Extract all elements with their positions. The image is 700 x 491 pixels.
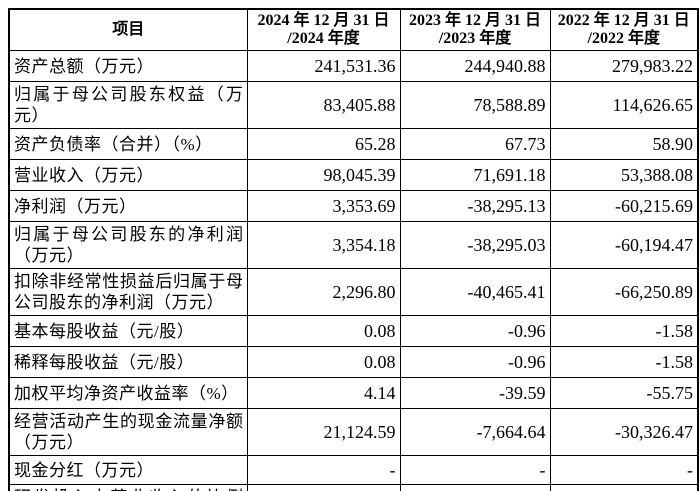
table-row: 现金分红（万元） - - - (8, 455, 699, 485)
row-label: 经营活动产生的现金流量净额（万元） (8, 408, 248, 456)
header-cell-period-2024: 2024 年 12 月 31 日 /2024 年度 (246, 8, 401, 51)
row-label: 稀释每股收益（元/股） (8, 346, 248, 378)
row-value: 0.08 (246, 346, 401, 378)
header-period-line1: 2024 年 12 月 31 日 (257, 12, 390, 29)
header-period-line2: /2023 年度 (438, 30, 512, 47)
row-value: -60,215.69 (549, 190, 699, 222)
table-row: 加权平均净资产收益率（%） 4.14 -39.59 -55.75 (8, 377, 699, 409)
row-value: -0.96 (399, 346, 551, 378)
row-value: 71,691.18 (399, 159, 551, 191)
row-value: 83,405.88 (246, 81, 401, 129)
table-row: 净利润（万元） 3,353.69 -38,295.13 -60,215.69 (8, 190, 699, 222)
row-label: 归属于母公司股东权益（万元） (8, 81, 248, 129)
table-row: 扣除非经常性损益后归属于母公司股东的净利润（万元） 2,296.80 -40,4… (8, 268, 699, 316)
row-value: 0.08 (246, 315, 401, 347)
table-row: 资产负债率（合并）（%） 65.28 67.73 58.90 (8, 128, 699, 160)
row-value: 114,626.65 (549, 81, 699, 129)
header-row: 项目 2024 年 12 月 31 日 /2024 年度 2023 年 12 月… (8, 8, 699, 51)
row-value: - (399, 455, 551, 485)
header-period-line2: /2022 年度 (587, 30, 660, 47)
table-row: 归属于母公司股东的净利润（万元） 3,354.18 -38,295.03 -60… (8, 221, 699, 269)
table-row: 资产总额（万元） 241,531.36 244,940.88 279,983.2… (8, 50, 699, 82)
header-cell-period-2023: 2023 年 12 月 31 日 /2023 年度 (399, 8, 551, 51)
row-value: -0.96 (399, 315, 551, 347)
row-value: - (246, 455, 401, 485)
table-row: 经营活动产生的现金流量净额（万元） 21,124.59 -7,664.64 -3… (8, 408, 699, 456)
header-period-line1: 2022 年 12 月 31 日 (557, 12, 690, 29)
row-value: 78,588.89 (399, 81, 551, 129)
row-value: -55.75 (549, 377, 699, 409)
row-value: -40,465.41 (399, 268, 551, 316)
row-value: 279,983.22 (549, 50, 699, 82)
row-label: 研发投入占营业收入的比例（%） (8, 484, 248, 491)
table-row: 营业收入（万元） 98,045.39 71,691.18 53,388.08 (8, 159, 699, 191)
header-period-line1: 2023 年 12 月 31 日 (408, 12, 541, 29)
row-value: -38,295.03 (399, 221, 551, 269)
row-label: 加权平均净资产收益率（%） (8, 377, 248, 409)
table-row: 归属于母公司股东权益（万元） 83,405.88 78,588.89 114,6… (8, 81, 699, 129)
row-value: 241,531.36 (246, 50, 401, 82)
row-value: 21,124.59 (246, 408, 401, 456)
row-label: 营业收入（万元） (8, 159, 248, 191)
row-value: -39.59 (399, 377, 551, 409)
row-value: 58.90 (549, 128, 699, 160)
row-label: 扣除非经常性损益后归属于母公司股东的净利润（万元） (8, 268, 248, 316)
row-value: 98,045.39 (246, 159, 401, 191)
row-value: 3,354.18 (246, 221, 401, 269)
row-value: 3,353.69 (246, 190, 401, 222)
row-value: -60,194.47 (549, 221, 699, 269)
row-value: 66.17 (399, 484, 551, 491)
row-label: 资产总额（万元） (8, 50, 248, 82)
table-row: 基本每股收益（元/股） 0.08 -0.96 -1.58 (8, 315, 699, 347)
row-label: 基本每股收益（元/股） (8, 315, 248, 347)
row-value: 65.28 (246, 128, 401, 160)
header-cell-item: 项目 (8, 8, 248, 51)
row-value: -1.58 (549, 315, 699, 347)
header-period-line2: /2024 年度 (287, 30, 360, 47)
row-value: 33.04 (246, 484, 401, 491)
header-cell-period-2022: 2022 年 12 月 31 日 /2022 年度 (549, 8, 699, 51)
row-value: 130.96 (549, 484, 699, 491)
row-value: 4.14 (246, 377, 401, 409)
financial-summary-table: 项目 2024 年 12 月 31 日 /2024 年度 2023 年 12 月… (8, 8, 699, 491)
row-label: 资产负债率（合并）（%） (8, 128, 248, 160)
row-label: 净利润（万元） (8, 190, 248, 222)
row-value: -30,326.47 (549, 408, 699, 456)
row-label: 归属于母公司股东的净利润（万元） (8, 221, 248, 269)
row-value: 53,388.08 (549, 159, 699, 191)
row-value: 67.73 (399, 128, 551, 160)
row-value: - (549, 455, 699, 485)
row-value: -66,250.89 (549, 268, 699, 316)
row-value: 244,940.88 (399, 50, 551, 82)
table-row: 研发投入占营业收入的比例（%） 33.04 66.17 130.96 (8, 484, 699, 491)
row-value: -7,664.64 (399, 408, 551, 456)
row-value: 2,296.80 (246, 268, 401, 316)
row-value: -38,295.13 (399, 190, 551, 222)
table-row: 稀释每股收益（元/股） 0.08 -0.96 -1.58 (8, 346, 699, 378)
row-value: -1.58 (549, 346, 699, 378)
row-label: 现金分红（万元） (8, 455, 248, 485)
